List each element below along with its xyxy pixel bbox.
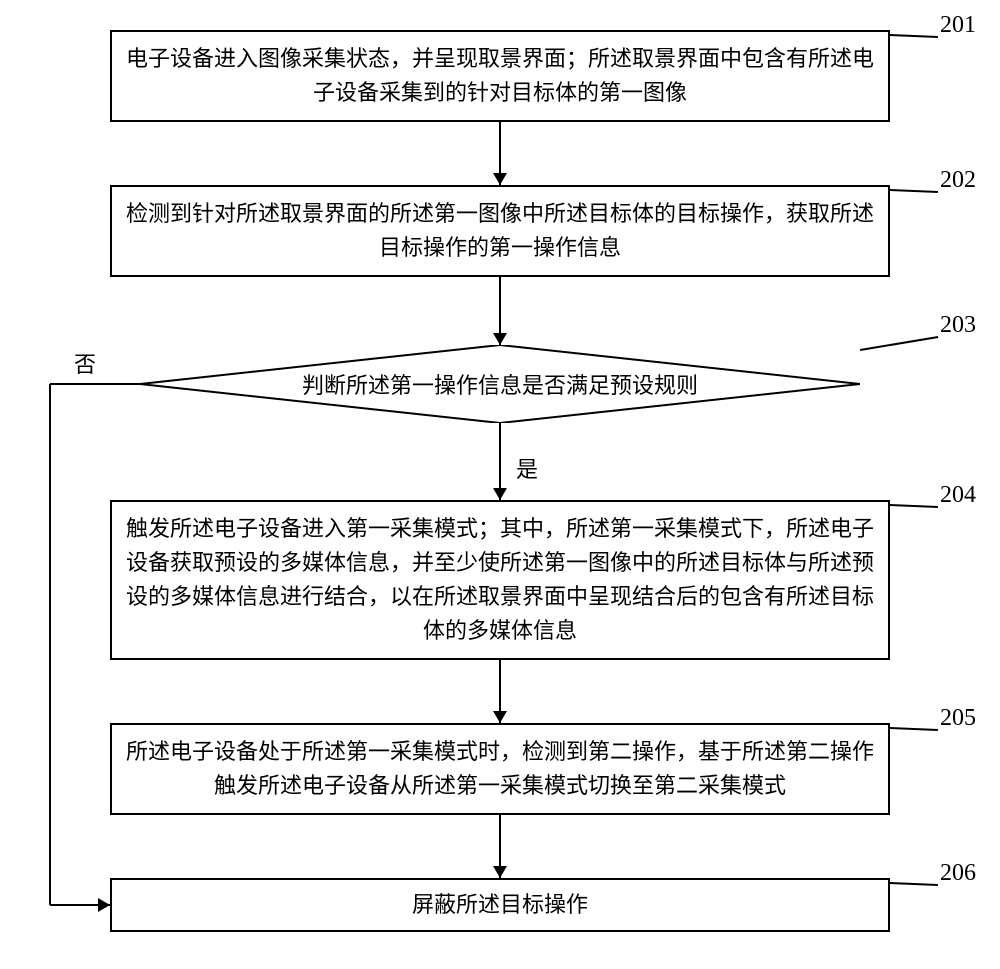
- arrow-down-icon: [493, 488, 507, 500]
- flow-node-text: 触发所述电子设备进入第一采集模式；其中，所述第一采集模式下，所述电子设备获取预设…: [124, 512, 876, 648]
- flow-node-text: 所述电子设备处于所述第一采集模式时，检测到第二操作，基于所述第二操作触发所述电子…: [124, 735, 876, 803]
- flow-node-text: 屏蔽所述目标操作: [412, 888, 588, 922]
- flow-node-label-n201: 201: [940, 12, 976, 39]
- label-leader: [890, 727, 938, 731]
- flow-node-label-n202: 202: [940, 167, 976, 194]
- arrow-down-icon: [493, 866, 507, 878]
- flow-node-n206: 屏蔽所述目标操作: [110, 878, 890, 932]
- label-leader: [860, 336, 938, 351]
- arrow-right-icon: [98, 898, 110, 912]
- edge-label: 否: [74, 347, 96, 379]
- flow-node-label-n205: 205: [940, 705, 976, 732]
- label-leader: [890, 882, 938, 886]
- flow-decision-text: 判断所述第一操作信息是否满足预设规则: [302, 368, 698, 400]
- flow-node-label-n203: 203: [940, 312, 976, 339]
- flow-decision-n203: 判断所述第一操作信息是否满足预设规则: [140, 345, 860, 423]
- flow-node-n205: 所述电子设备处于所述第一采集模式时，检测到第二操作，基于所述第二操作触发所述电子…: [110, 723, 890, 815]
- flow-node-label-n204: 204: [940, 482, 976, 509]
- edge-label: 是: [516, 452, 538, 484]
- flow-node-text: 电子设备进入图像采集状态，并呈现取景界面；所述取景界面中包含有所述电子设备采集到…: [124, 42, 876, 110]
- flow-node-n201: 电子设备进入图像采集状态，并呈现取景界面；所述取景界面中包含有所述电子设备采集到…: [110, 30, 890, 122]
- arrow-down-icon: [493, 173, 507, 185]
- arrow-down-icon: [493, 711, 507, 723]
- edge-vline: [49, 384, 51, 905]
- flow-node-n202: 检测到针对所述取景界面的所述第一图像中所述目标体的目标操作，获取所述目标操作的第…: [110, 185, 890, 277]
- label-leader: [890, 34, 938, 38]
- flowchart-canvas: 电子设备进入图像采集状态，并呈现取景界面；所述取景界面中包含有所述电子设备采集到…: [0, 0, 1000, 969]
- edge-hline: [50, 383, 140, 385]
- arrow-down-icon: [493, 333, 507, 345]
- flow-node-n204: 触发所述电子设备进入第一采集模式；其中，所述第一采集模式下，所述电子设备获取预设…: [110, 500, 890, 660]
- label-leader: [890, 189, 938, 193]
- flow-node-text: 检测到针对所述取景界面的所述第一图像中所述目标体的目标操作，获取所述目标操作的第…: [124, 197, 876, 265]
- label-leader: [890, 504, 938, 508]
- flow-node-label-n206: 206: [940, 860, 976, 887]
